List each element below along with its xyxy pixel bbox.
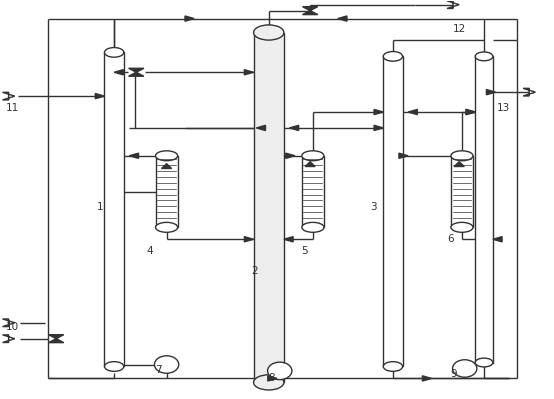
Bar <box>302 156 324 227</box>
Polygon shape <box>302 7 318 15</box>
Polygon shape <box>268 376 277 381</box>
Circle shape <box>155 356 179 373</box>
Bar <box>475 56 493 363</box>
Ellipse shape <box>451 222 473 232</box>
Polygon shape <box>486 89 496 95</box>
Bar <box>451 156 473 227</box>
Ellipse shape <box>451 151 473 161</box>
Polygon shape <box>95 93 105 99</box>
Text: 7: 7 <box>155 365 162 375</box>
Polygon shape <box>422 376 432 381</box>
Ellipse shape <box>254 25 284 40</box>
Ellipse shape <box>475 52 493 61</box>
Text: 9: 9 <box>450 369 457 379</box>
Polygon shape <box>523 88 535 96</box>
Polygon shape <box>374 125 383 130</box>
Bar <box>383 56 403 367</box>
Polygon shape <box>49 335 64 343</box>
Polygon shape <box>129 68 144 76</box>
Text: 3: 3 <box>370 202 377 212</box>
Text: 11: 11 <box>6 103 19 113</box>
Polygon shape <box>399 153 408 158</box>
Bar <box>156 156 178 227</box>
Text: 12: 12 <box>453 24 466 34</box>
Polygon shape <box>162 164 172 168</box>
Polygon shape <box>129 153 138 158</box>
Text: 10: 10 <box>6 322 19 332</box>
Ellipse shape <box>383 51 403 61</box>
Text: 13: 13 <box>497 103 510 113</box>
Ellipse shape <box>105 361 124 371</box>
Text: 6: 6 <box>448 234 454 244</box>
Circle shape <box>453 360 477 377</box>
Text: 4: 4 <box>147 246 153 256</box>
Bar <box>255 270 282 381</box>
Text: 8: 8 <box>268 373 275 383</box>
Polygon shape <box>289 125 299 130</box>
Ellipse shape <box>156 222 178 232</box>
Polygon shape <box>408 109 417 115</box>
Polygon shape <box>284 237 293 242</box>
Ellipse shape <box>156 151 178 161</box>
Polygon shape <box>305 162 315 166</box>
Ellipse shape <box>105 47 124 57</box>
Polygon shape <box>3 335 15 342</box>
Polygon shape <box>286 153 295 158</box>
Ellipse shape <box>302 222 324 232</box>
Polygon shape <box>114 70 124 75</box>
Bar <box>105 52 124 367</box>
Ellipse shape <box>254 375 284 390</box>
Text: 1: 1 <box>97 202 104 212</box>
Polygon shape <box>466 109 475 115</box>
Polygon shape <box>454 162 464 166</box>
Bar <box>254 32 284 382</box>
Text: 2: 2 <box>252 266 258 276</box>
Polygon shape <box>3 319 15 326</box>
Polygon shape <box>244 70 254 75</box>
Polygon shape <box>447 1 459 8</box>
Polygon shape <box>374 109 383 115</box>
Ellipse shape <box>475 358 493 367</box>
Text: 5: 5 <box>301 246 308 256</box>
Polygon shape <box>493 237 502 242</box>
Polygon shape <box>338 16 347 21</box>
Ellipse shape <box>302 151 324 161</box>
Polygon shape <box>244 237 254 242</box>
Circle shape <box>268 362 292 379</box>
Polygon shape <box>466 109 475 115</box>
Ellipse shape <box>383 361 403 371</box>
Polygon shape <box>257 125 265 130</box>
Polygon shape <box>185 16 194 21</box>
Polygon shape <box>3 92 15 100</box>
